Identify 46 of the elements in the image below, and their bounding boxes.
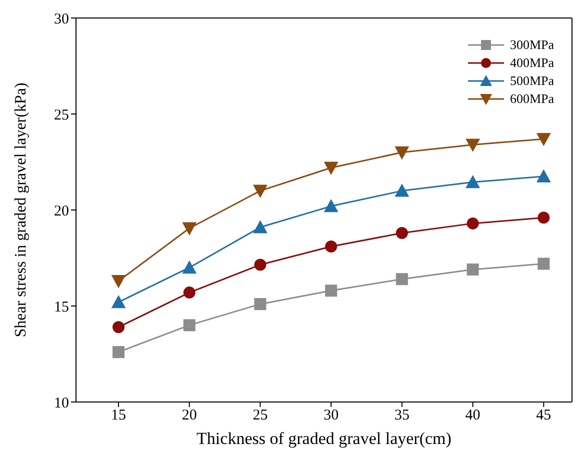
point <box>183 286 196 299</box>
point <box>396 273 408 286</box>
point <box>182 222 197 236</box>
legend-label: 400MPa <box>510 55 554 71</box>
point <box>466 264 479 276</box>
point <box>254 258 266 271</box>
point <box>394 184 410 197</box>
point <box>466 217 479 230</box>
point <box>394 146 410 160</box>
point <box>396 227 408 240</box>
point <box>253 184 268 198</box>
point <box>112 346 125 358</box>
point <box>466 138 480 152</box>
point <box>254 298 266 310</box>
point <box>466 174 480 188</box>
y-tick-label: 20 <box>54 203 69 220</box>
y-tick-label: 25 <box>54 107 69 124</box>
x-tick-label: 15 <box>111 408 126 424</box>
y-axis-title: Shear stress in graded gravel layer(kPa) <box>12 82 30 338</box>
legend-label: 600MPa <box>510 91 554 107</box>
point <box>183 319 196 332</box>
y-tick-label: 15 <box>54 299 69 316</box>
x-tick-label: 35 <box>394 408 410 424</box>
point <box>538 212 550 224</box>
legend-label: 300MPa <box>510 37 554 53</box>
point <box>112 321 125 334</box>
x-tick-label: 20 <box>182 408 197 424</box>
y-tick-label: 30 <box>54 11 69 28</box>
point <box>324 198 338 212</box>
point <box>538 258 550 270</box>
x-tick-label: 30 <box>324 408 339 424</box>
x-tick-label: 45 <box>536 408 552 424</box>
point <box>182 260 197 274</box>
point <box>324 162 338 175</box>
point <box>111 294 126 308</box>
legend-label: 500MPa <box>510 73 554 89</box>
y-tick-label: 10 <box>54 395 69 412</box>
point <box>536 169 551 182</box>
x-tick-label: 40 <box>465 408 480 424</box>
point <box>111 275 126 288</box>
point <box>325 240 338 252</box>
x-axis-title: Thickness of graded gravel layer(cm) <box>196 429 452 448</box>
point <box>253 220 268 234</box>
x-tick-label: 25 <box>252 408 268 424</box>
point <box>536 132 551 146</box>
point <box>325 284 338 297</box>
